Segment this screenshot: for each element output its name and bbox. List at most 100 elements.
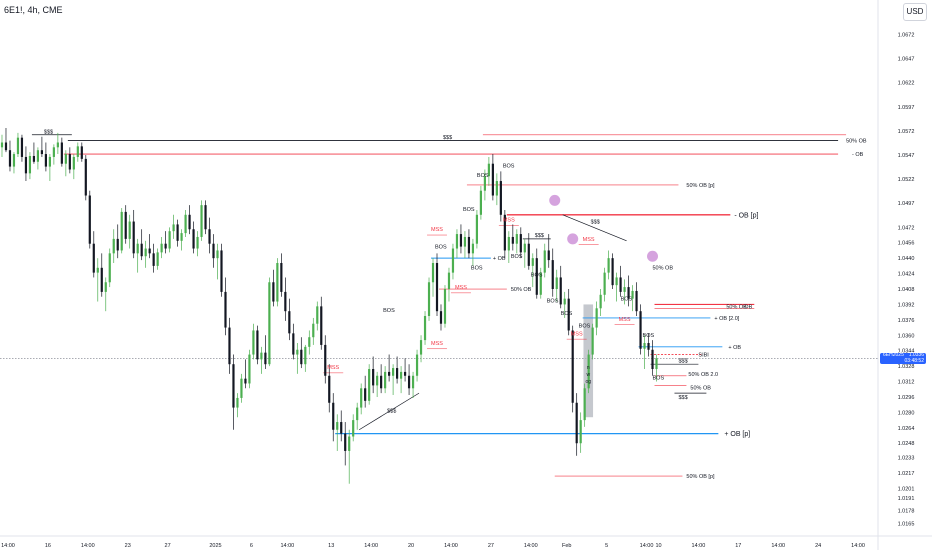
candle-body xyxy=(244,378,247,384)
gray-zone-label: n xyxy=(587,365,590,371)
candle-body xyxy=(627,287,630,299)
candle-body xyxy=(555,277,558,290)
candle-body xyxy=(28,155,32,174)
mss-label: MSS xyxy=(571,331,583,337)
time-tick-label: 14:00 xyxy=(692,543,706,549)
candle-body xyxy=(455,234,459,249)
candle-body xyxy=(507,236,510,251)
candle-body xyxy=(276,262,279,302)
candle-body xyxy=(264,352,267,365)
candle-body xyxy=(196,236,199,249)
price-tick-label: 1.0360 xyxy=(898,333,915,339)
price-tick-label: 1.0622 xyxy=(898,81,915,87)
time-axis[interactable]: 14:00 16 14:00 23 27 2025 6 14:00 13 14:00 20 14:00… xyxy=(0,535,932,549)
candle-body xyxy=(52,147,55,157)
candle-body xyxy=(499,181,502,215)
candle-body xyxy=(256,330,259,360)
bos-label: BOS xyxy=(531,272,543,278)
candle-body xyxy=(356,407,359,421)
mss-label: MSS xyxy=(583,237,595,243)
candle-body xyxy=(212,243,215,259)
plus-ob-left-label: + OB xyxy=(493,256,506,262)
mss-label: MSS xyxy=(455,285,467,291)
candle-body xyxy=(152,253,155,266)
ss-label-4: $$$ xyxy=(591,219,600,225)
candle-body xyxy=(204,205,207,230)
candle-body xyxy=(475,214,479,244)
candle-body xyxy=(423,316,427,341)
candle-body xyxy=(192,229,195,249)
candle-body xyxy=(48,156,51,167)
candle-body xyxy=(647,342,650,350)
candle-body xyxy=(344,433,347,451)
ss-line-4 xyxy=(562,214,627,242)
candle-body xyxy=(607,258,610,273)
mss-label: MSS xyxy=(431,227,443,233)
candle-body xyxy=(511,236,514,244)
mss-label: MSS xyxy=(431,341,443,347)
candle-body xyxy=(439,311,443,324)
candle-body xyxy=(651,349,654,370)
ss-label-6: $$$ xyxy=(678,395,687,401)
mss-label: MSS xyxy=(619,317,631,323)
pivot-marker xyxy=(567,233,579,245)
candle-body xyxy=(156,252,159,266)
candle-body xyxy=(60,142,63,164)
candle-body xyxy=(292,333,295,355)
price-axis[interactable]: 1.0672 1.0647 1.0622 1.0597 1.0572 1.0547 1.05… xyxy=(877,0,915,550)
candle-body xyxy=(16,137,20,155)
annotation-labels: 50% OB - OB 50% OB [p] - OB [p] + OB + OB [p]… xyxy=(44,129,867,480)
candle-body xyxy=(531,258,534,266)
bos-label: BOS xyxy=(435,245,447,251)
candle-body xyxy=(0,142,4,148)
candle-body xyxy=(280,262,283,292)
candle-body xyxy=(76,146,79,157)
price-tick-label: 1.0344 xyxy=(898,349,915,355)
candle-body xyxy=(399,371,403,379)
time-tick-label: 14:00 xyxy=(851,543,865,549)
time-tick-label: 20 xyxy=(408,543,414,549)
candle-body xyxy=(56,142,59,148)
pivot-marker xyxy=(549,194,561,206)
price-tick-label: 1.0424 xyxy=(898,272,915,278)
candle-body xyxy=(144,248,147,257)
currency-button[interactable]: USD xyxy=(903,3,927,21)
price-tick-label: 1.0597 xyxy=(898,105,915,111)
candle-body xyxy=(463,236,467,247)
candle-body xyxy=(551,260,554,290)
price-tick-label: 1.0233 xyxy=(898,456,915,462)
price-tick-label: 1.0328 xyxy=(898,364,915,370)
candle-body xyxy=(368,369,371,401)
candle-body xyxy=(388,371,391,376)
candle-body xyxy=(176,224,179,241)
ob-cluster-label: OB xyxy=(744,304,752,310)
candle-body xyxy=(112,238,115,254)
candle-body xyxy=(240,378,243,398)
pivot-marker xyxy=(647,250,659,262)
time-tick-label: Feb xyxy=(562,543,571,549)
time-tick-label: 6 xyxy=(250,543,253,549)
candle-body xyxy=(208,229,211,244)
candle-body xyxy=(503,214,506,251)
candle-body xyxy=(360,388,363,408)
candle-body xyxy=(304,346,307,365)
candle-body xyxy=(483,176,486,191)
candle-body xyxy=(587,354,590,389)
candle-body xyxy=(595,308,598,328)
time-tick-label: 14:00 xyxy=(280,543,294,549)
candle-body xyxy=(140,243,143,257)
candle-body xyxy=(268,282,271,365)
price-tick-label: 1.0264 xyxy=(898,426,915,432)
candle-body xyxy=(20,137,24,157)
candle-body xyxy=(84,158,87,196)
candle-body xyxy=(188,214,191,230)
time-tick-label: 27 xyxy=(488,543,494,549)
bos-label: BOS xyxy=(579,324,591,330)
last-price-value: 1.0336 xyxy=(908,352,924,358)
candle-body xyxy=(336,422,339,430)
candle-body xyxy=(324,344,327,376)
candle-body xyxy=(547,250,550,261)
plus-ob-mid-label: + OB xyxy=(728,345,741,351)
